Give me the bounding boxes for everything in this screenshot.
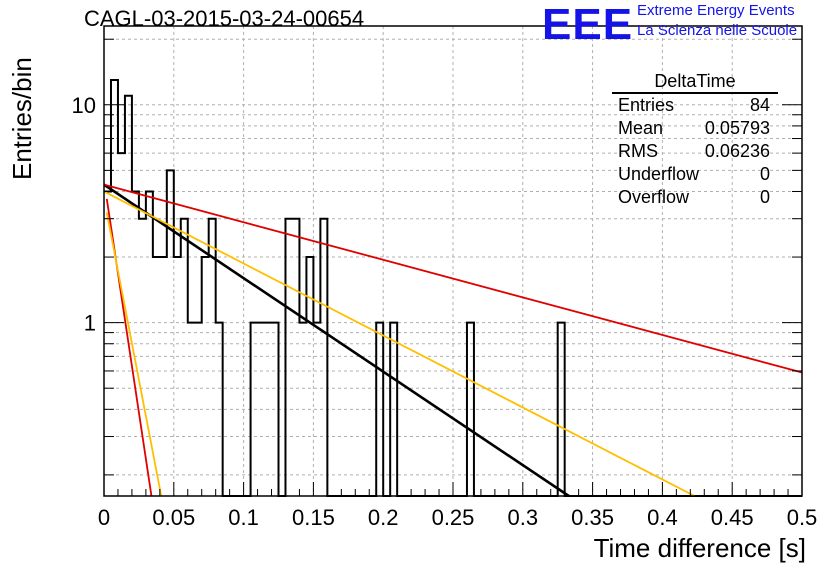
histogram-bin <box>285 219 292 496</box>
stats-row-rms: RMS 0.06236 <box>612 140 778 163</box>
histogram-bin <box>111 80 118 496</box>
x-tick-label: 0.5 <box>787 505 818 530</box>
logo-subtitle-1: Extreme Energy Events <box>637 2 795 19</box>
histogram-bin <box>320 219 327 496</box>
x-tick-label: 0.3 <box>508 505 539 530</box>
x-tick-label: 0.45 <box>711 505 754 530</box>
fit-line <box>103 183 570 498</box>
stats-label: Overflow <box>618 187 690 207</box>
x-tick-label: 0.35 <box>571 505 614 530</box>
stats-value: 0 <box>759 164 770 184</box>
eee-logo: EEE <box>542 0 634 49</box>
histogram-bin <box>167 170 174 496</box>
stats-row-mean: Mean 0.05793 <box>612 117 778 140</box>
y-tick-label: 1 <box>84 311 96 336</box>
stats-label: Mean <box>618 118 664 138</box>
histogram-bin <box>202 257 209 496</box>
stats-row-overflow: Overflow 0 <box>612 186 778 209</box>
x-tick-label: 0.25 <box>432 505 475 530</box>
stats-box: DeltaTime Entries 84 Mean 0.05793 RMS 0.… <box>612 70 778 209</box>
fit-line <box>103 190 695 497</box>
histogram-bin <box>118 153 125 496</box>
x-tick-label: 0.4 <box>647 505 678 530</box>
stats-label: Entries <box>618 95 675 115</box>
stats-label: RMS <box>618 141 658 161</box>
fit-lines <box>103 183 803 498</box>
histogram-bin <box>292 219 299 496</box>
run-title: CAGL-03-2015-03-24-00654 <box>84 6 365 31</box>
histogram-bin <box>306 257 313 496</box>
x-axis-label: Time difference [s] <box>593 533 806 563</box>
histogram-bin <box>125 96 132 496</box>
histogram-bin <box>174 257 181 496</box>
x-tick-label: 0.1 <box>228 505 259 530</box>
tick-labels: 0 0.05 0.1 0.15 0.2 0.25 0.3 0.35 0.4 0.45 0.5 1 10 <box>72 93 818 530</box>
histogram-bin <box>160 257 167 496</box>
fit-line <box>105 212 163 497</box>
stats-value: 84 <box>749 95 770 115</box>
axis-ticks <box>103 38 803 496</box>
x-tick-label: 0 <box>98 505 110 530</box>
y-tick-label: 10 <box>72 93 96 118</box>
y-axis-label: Entries/bin <box>7 57 37 180</box>
x-tick-label: 0.2 <box>368 505 399 530</box>
stats-row-underflow: Underflow 0 <box>612 163 778 186</box>
x-tick-label: 0.15 <box>292 505 335 530</box>
stats-value: 0.06236 <box>704 141 770 161</box>
x-tick-label: 0.05 <box>152 505 195 530</box>
stats-value: 0.05793 <box>704 118 770 138</box>
grid-lines <box>104 26 802 496</box>
histogram-bin <box>181 219 188 496</box>
stats-label: Underflow <box>618 164 700 184</box>
fit-line <box>103 183 803 374</box>
logo-subtitle-2: La Scienza nelle Scuole <box>637 22 798 39</box>
stats-title: DeltaTime <box>612 70 778 94</box>
stats-value: 0 <box>759 187 770 207</box>
stats-row-entries: Entries 84 <box>612 94 778 117</box>
